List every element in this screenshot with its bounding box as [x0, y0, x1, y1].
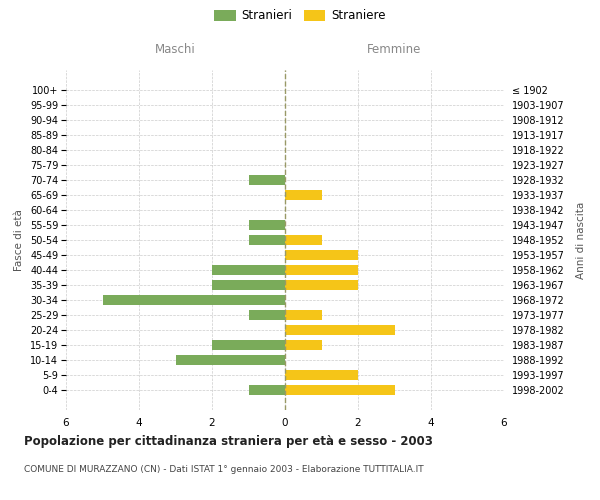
Bar: [176, 355, 285, 364]
Y-axis label: Anni di nascita: Anni di nascita: [575, 202, 586, 278]
Bar: [285, 235, 322, 245]
Bar: [285, 325, 395, 334]
Text: Popolazione per cittadinanza straniera per età e sesso - 2003: Popolazione per cittadinanza straniera p…: [24, 435, 433, 448]
Bar: [285, 385, 395, 394]
Bar: [285, 310, 322, 320]
Bar: [248, 310, 285, 320]
Text: Maschi: Maschi: [155, 44, 196, 57]
Bar: [248, 220, 285, 230]
Y-axis label: Fasce di età: Fasce di età: [14, 209, 25, 271]
Bar: [248, 176, 285, 185]
Bar: [285, 190, 322, 200]
Bar: [248, 235, 285, 245]
Legend: Stranieri, Straniere: Stranieri, Straniere: [211, 6, 389, 26]
Bar: [212, 265, 285, 275]
Bar: [285, 370, 358, 380]
Bar: [212, 340, 285, 349]
Bar: [285, 280, 358, 290]
Bar: [212, 280, 285, 290]
Bar: [103, 295, 285, 304]
Text: COMUNE DI MURAZZANO (CN) - Dati ISTAT 1° gennaio 2003 - Elaborazione TUTTITALIA.: COMUNE DI MURAZZANO (CN) - Dati ISTAT 1°…: [24, 465, 424, 474]
Bar: [285, 340, 322, 349]
Bar: [285, 250, 358, 260]
Text: Femmine: Femmine: [367, 44, 422, 57]
Bar: [248, 385, 285, 394]
Bar: [285, 265, 358, 275]
